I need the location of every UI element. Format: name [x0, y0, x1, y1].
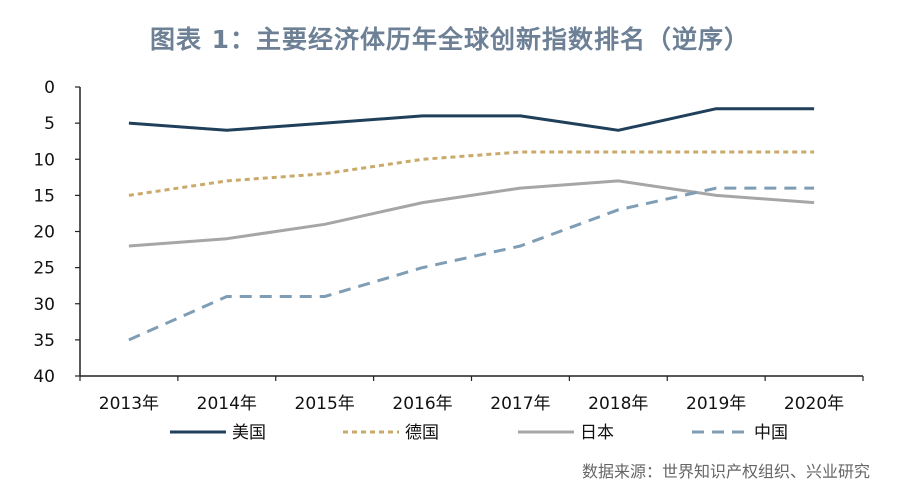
legend-label: 美国 — [232, 423, 266, 443]
legend-label: 德国 — [405, 423, 439, 443]
x-tick-label: 2017年 — [490, 394, 550, 414]
x-tick-label: 2020年 — [784, 394, 844, 414]
y-axis-ticks: 0 5 10 15 20 25 30 35 40 — [33, 78, 80, 387]
chart-title: 图表 1：主要经济体历年全球创新指数排名（逆序） — [149, 25, 751, 54]
x-tick-label: 2016年 — [392, 394, 452, 414]
x-tick-label: 2013年 — [99, 394, 159, 414]
y-tick-label: 15 — [33, 186, 55, 206]
y-tick-label: 25 — [33, 259, 55, 279]
series-lines — [128, 107, 815, 342]
y-tick-label: 5 — [44, 114, 55, 134]
x-tick-label: 2015年 — [295, 394, 355, 414]
y-tick-label: 10 — [33, 150, 55, 170]
y-tick-label: 20 — [33, 223, 55, 243]
x-tick-label: 2019年 — [686, 394, 746, 414]
legend: 美国 德国 日本 中国 — [170, 423, 788, 443]
series-line-2 — [128, 150, 815, 197]
x-tick-label: 2018年 — [588, 394, 648, 414]
y-tick-label: 0 — [44, 78, 55, 98]
x-axis-ticks: 2013年 2014年 2015年 2016年 2017年 2018年 2019年 2020年 — [79, 376, 864, 414]
y-tick-label: 35 — [33, 331, 55, 351]
y-tick-label: 30 — [33, 295, 55, 315]
source-note: 数据来源：世界知识产权组织、兴业研究 — [581, 462, 870, 481]
series-line-3 — [128, 179, 815, 248]
legend-label: 中国 — [754, 423, 788, 443]
axes — [79, 87, 863, 377]
y-tick-label: 40 — [33, 367, 55, 387]
x-tick-label: 2014年 — [197, 394, 257, 414]
series-line-1 — [128, 107, 815, 132]
legend-label: 日本 — [580, 423, 614, 443]
series-line-4 — [128, 186, 815, 342]
